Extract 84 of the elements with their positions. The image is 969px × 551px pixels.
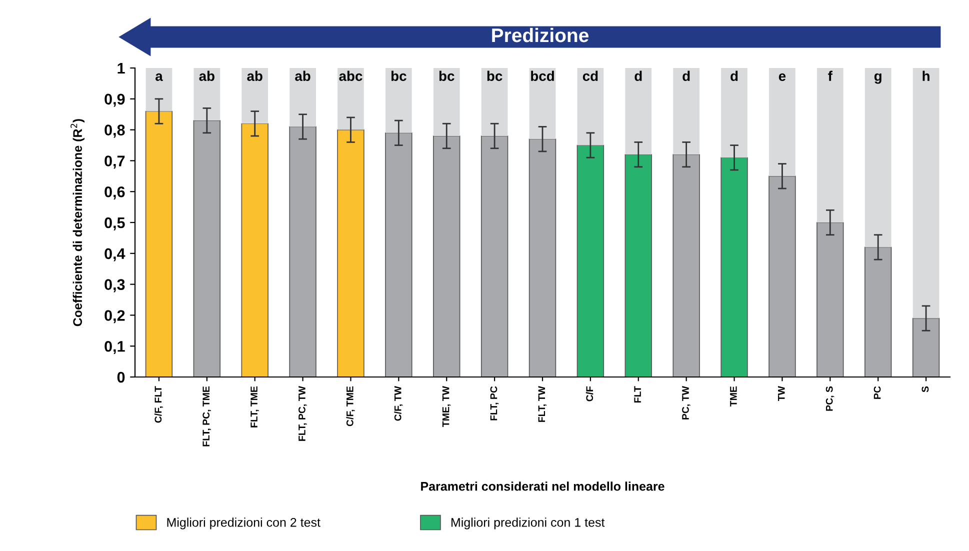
bar [816, 222, 844, 377]
x-tick-label: FLT, PC [490, 386, 499, 420]
bar [145, 110, 173, 377]
x-tick-label: C/F, TME [346, 386, 355, 426]
y-tick-label: 0,5 [104, 217, 125, 230]
bar [433, 68, 460, 136]
annotation: h [922, 70, 930, 81]
annotation: cd [582, 70, 598, 81]
bar [529, 68, 556, 140]
annotation: g [874, 73, 882, 84]
bar [624, 154, 652, 377]
annotation: bcd [531, 70, 554, 81]
bar [625, 68, 652, 155]
bar [433, 136, 460, 377]
bar [672, 154, 700, 377]
x-axis-title: Parametri considerati nel modello lineare [421, 482, 664, 491]
annotation: d [682, 70, 690, 81]
bar [528, 138, 556, 377]
annotation: d [730, 70, 738, 81]
x-tick-label: FLT [634, 386, 641, 402]
bar [338, 68, 364, 130]
x-tick-label: PC [874, 386, 881, 399]
annotation: ab [295, 70, 310, 81]
y-tick-label: 0 [117, 372, 125, 383]
annotation: ab [247, 70, 262, 81]
annotation: bc [391, 70, 406, 81]
bar [241, 123, 268, 377]
bar [864, 68, 892, 248]
y-tick-label: 0,2 [104, 310, 125, 324]
bar [193, 120, 221, 377]
x-tick-label: FLT, PC, TME [202, 386, 211, 446]
bar [289, 126, 316, 377]
x-tick-label: FLT, TW [538, 386, 547, 422]
y-tick-label: 0,8 [104, 124, 125, 138]
annotation: a [156, 73, 163, 81]
bar [242, 68, 268, 124]
bar [673, 68, 700, 155]
bar [385, 132, 412, 377]
x-tick-label: PC, S [826, 386, 834, 411]
bar [769, 68, 796, 176]
x-tick-label: TME [730, 386, 737, 406]
bar [864, 246, 892, 377]
bar [577, 68, 604, 146]
bar [194, 68, 220, 121]
bar [721, 68, 748, 158]
bar [146, 68, 172, 112]
annotation: e [778, 73, 786, 81]
x-tick-label: C/F, TW [394, 386, 403, 421]
bar [481, 68, 508, 136]
x-tick-label: FLT, PC, TW [298, 386, 307, 441]
y-tick-label: 0,7 [104, 156, 125, 169]
y-tick-label: 1 [118, 63, 125, 74]
legend-label: Migliori predizioni con 1 test [452, 518, 605, 530]
bar [385, 68, 412, 133]
y-tick-label: 0,4 [104, 248, 126, 262]
annotation: ab [199, 70, 214, 81]
annotation: bc [439, 70, 454, 81]
bar [912, 318, 940, 377]
x-tick-label: S [922, 386, 929, 392]
y-tick-label: 0,6 [104, 186, 125, 200]
x-tick-label: TW [778, 386, 785, 402]
x-tick-label: C/F [586, 386, 594, 402]
text: Predizione [492, 28, 588, 42]
y-tick-label: 0,1 [104, 340, 125, 354]
x-tick-label: TME, TW [442, 386, 451, 427]
x-tick-label: PC, TW [682, 386, 690, 420]
bar [290, 68, 316, 127]
y-tick-label: 0,9 [104, 94, 125, 107]
bar [337, 129, 364, 377]
bar [816, 68, 844, 222]
bar [912, 68, 940, 318]
bar [480, 136, 508, 377]
y-tick-label: 0,3 [104, 279, 125, 292]
annotation: f [828, 70, 832, 81]
bar [768, 176, 796, 377]
annotation: abc [339, 70, 362, 81]
annotation: bc [487, 70, 502, 81]
legend-label: Migliori predizioni con 2 test [167, 518, 320, 530]
annotation: d [634, 70, 642, 81]
y-axis-title: Coefficiente di determinazione (R$^{2}$) [70, 119, 84, 326]
x-tick-label: FLT, TME [250, 386, 259, 428]
x-tick-label: C/F, FLT [154, 386, 163, 423]
bar [720, 157, 748, 377]
bar [576, 144, 604, 377]
